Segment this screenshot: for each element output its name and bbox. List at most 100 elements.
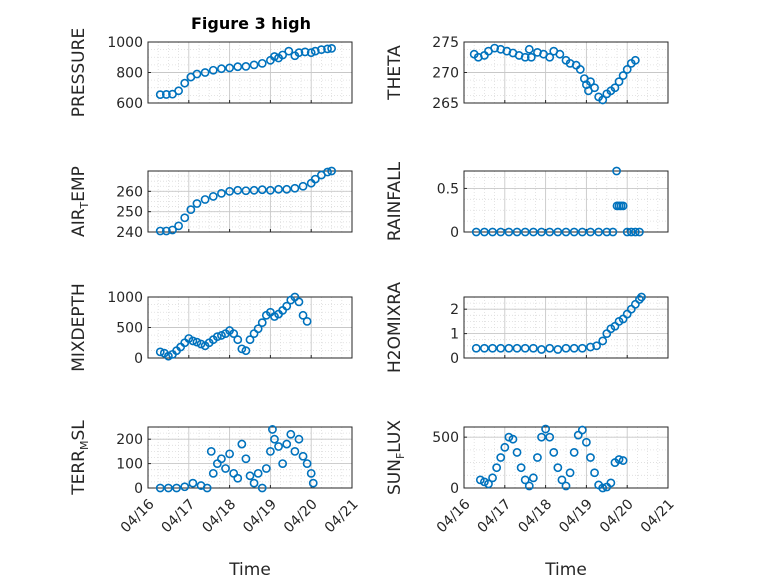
data-point: [163, 351, 173, 361]
subplot-1: 600 800 1000 PRESSURE: [69, 28, 353, 117]
data-point: [306, 468, 316, 478]
data-point: [294, 434, 304, 444]
data-point: [537, 227, 546, 237]
axes-box: [147, 426, 353, 489]
data-point: [637, 292, 646, 302]
data-point: [608, 227, 618, 237]
data-point: [606, 478, 616, 488]
x-tick-label: 04/17: [159, 496, 199, 536]
figure-title: Figure 3 high: [191, 14, 311, 33]
data-point: [618, 201, 628, 211]
y-label-main: RAINFALL: [385, 161, 405, 241]
data-point: [630, 227, 640, 237]
y-tick-label: 1000: [107, 290, 143, 306]
data-point: [241, 346, 251, 356]
y-label-tail: SL: [69, 420, 89, 441]
y-tick-label: 0: [450, 351, 459, 367]
y-axis-label: THETA: [385, 45, 405, 101]
x-tick-label: 04/16: [118, 496, 158, 536]
y-tick-label: 0: [134, 481, 143, 497]
data-point: [565, 468, 575, 478]
data-point: [635, 295, 644, 304]
y-axis-label: PRESSURE: [69, 28, 89, 117]
data-point: [520, 227, 530, 237]
data-point: [265, 185, 275, 195]
data-point: [488, 343, 497, 353]
data-point: [479, 227, 489, 237]
data-point: [586, 342, 595, 352]
data-point: [598, 95, 608, 105]
y-tick-label: 240: [116, 225, 143, 241]
data-point: [155, 226, 165, 236]
y-label-main: THETA: [385, 45, 405, 101]
data-point: [545, 343, 555, 353]
data-point: [192, 337, 202, 347]
data-point: [188, 478, 198, 488]
y-label-main: TERR: [69, 450, 89, 496]
data-point: [496, 453, 506, 462]
data-point: [590, 468, 599, 478]
data-point: [290, 183, 300, 193]
y-tick-label: 100: [116, 457, 143, 473]
data-point: [516, 463, 526, 473]
data-point: [512, 343, 522, 353]
y-tick-label: 250: [116, 205, 143, 221]
axes-box: [463, 170, 669, 233]
data-point: [598, 336, 608, 346]
x-axis-label: Time: [544, 560, 587, 580]
data-point: [524, 44, 534, 54]
data-point: [537, 345, 546, 354]
data-point: [174, 221, 183, 231]
data-point: [630, 55, 640, 65]
y-label-subscript: F: [394, 453, 407, 459]
y-tick-label: 800: [116, 66, 143, 82]
data-point: [635, 227, 644, 237]
x-tick-label: 04/17: [475, 496, 515, 536]
x-tick-label: 04/18: [199, 496, 239, 536]
data-point: [217, 454, 226, 464]
y-label-subscript: M: [78, 441, 91, 451]
data-point: [496, 227, 506, 237]
data-point: [614, 455, 624, 464]
data-point: [569, 227, 579, 237]
x-tick-label: 04/21: [638, 496, 678, 536]
data-point: [553, 227, 563, 237]
data-point: [612, 166, 621, 176]
data-point: [233, 473, 243, 483]
data-point: [233, 335, 243, 345]
data-point: [155, 90, 165, 100]
data-point: [225, 63, 234, 73]
y-axis-label: AIRTEMP: [69, 166, 91, 237]
data-point: [174, 86, 183, 96]
y-label-tail: LUX: [385, 420, 405, 453]
data-point: [168, 225, 177, 235]
data-point: [237, 439, 247, 449]
data-point: [202, 483, 212, 493]
y-axis-label: H2OMIXRA: [385, 282, 405, 373]
data-point: [484, 479, 493, 489]
data-point: [298, 181, 308, 191]
data-point: [561, 343, 571, 353]
data-point: [549, 448, 559, 457]
data-point: [270, 434, 279, 444]
data-point: [569, 343, 579, 353]
data-point: [598, 483, 608, 493]
data-point: [316, 45, 326, 55]
x-tick-label: 04/16: [434, 496, 474, 536]
data-point: [233, 185, 243, 195]
data-point: [586, 77, 595, 87]
axes-box: [463, 426, 669, 489]
y-tick-label: 200: [116, 432, 143, 448]
data-point: [528, 343, 538, 353]
data-point: [163, 483, 173, 493]
x-axis-label: Time: [228, 560, 271, 580]
data-point: [274, 184, 283, 194]
data-point: [241, 186, 251, 196]
y-tick-label: 1000: [107, 35, 143, 51]
y-tick-label: 0.5: [437, 181, 459, 197]
x-tick-label: 04/18: [515, 496, 555, 536]
data-point: [180, 213, 190, 223]
y-label-main: PRESSURE: [69, 28, 89, 117]
y-axis-label: TERRMSL: [69, 420, 91, 496]
data-point: [308, 478, 318, 488]
